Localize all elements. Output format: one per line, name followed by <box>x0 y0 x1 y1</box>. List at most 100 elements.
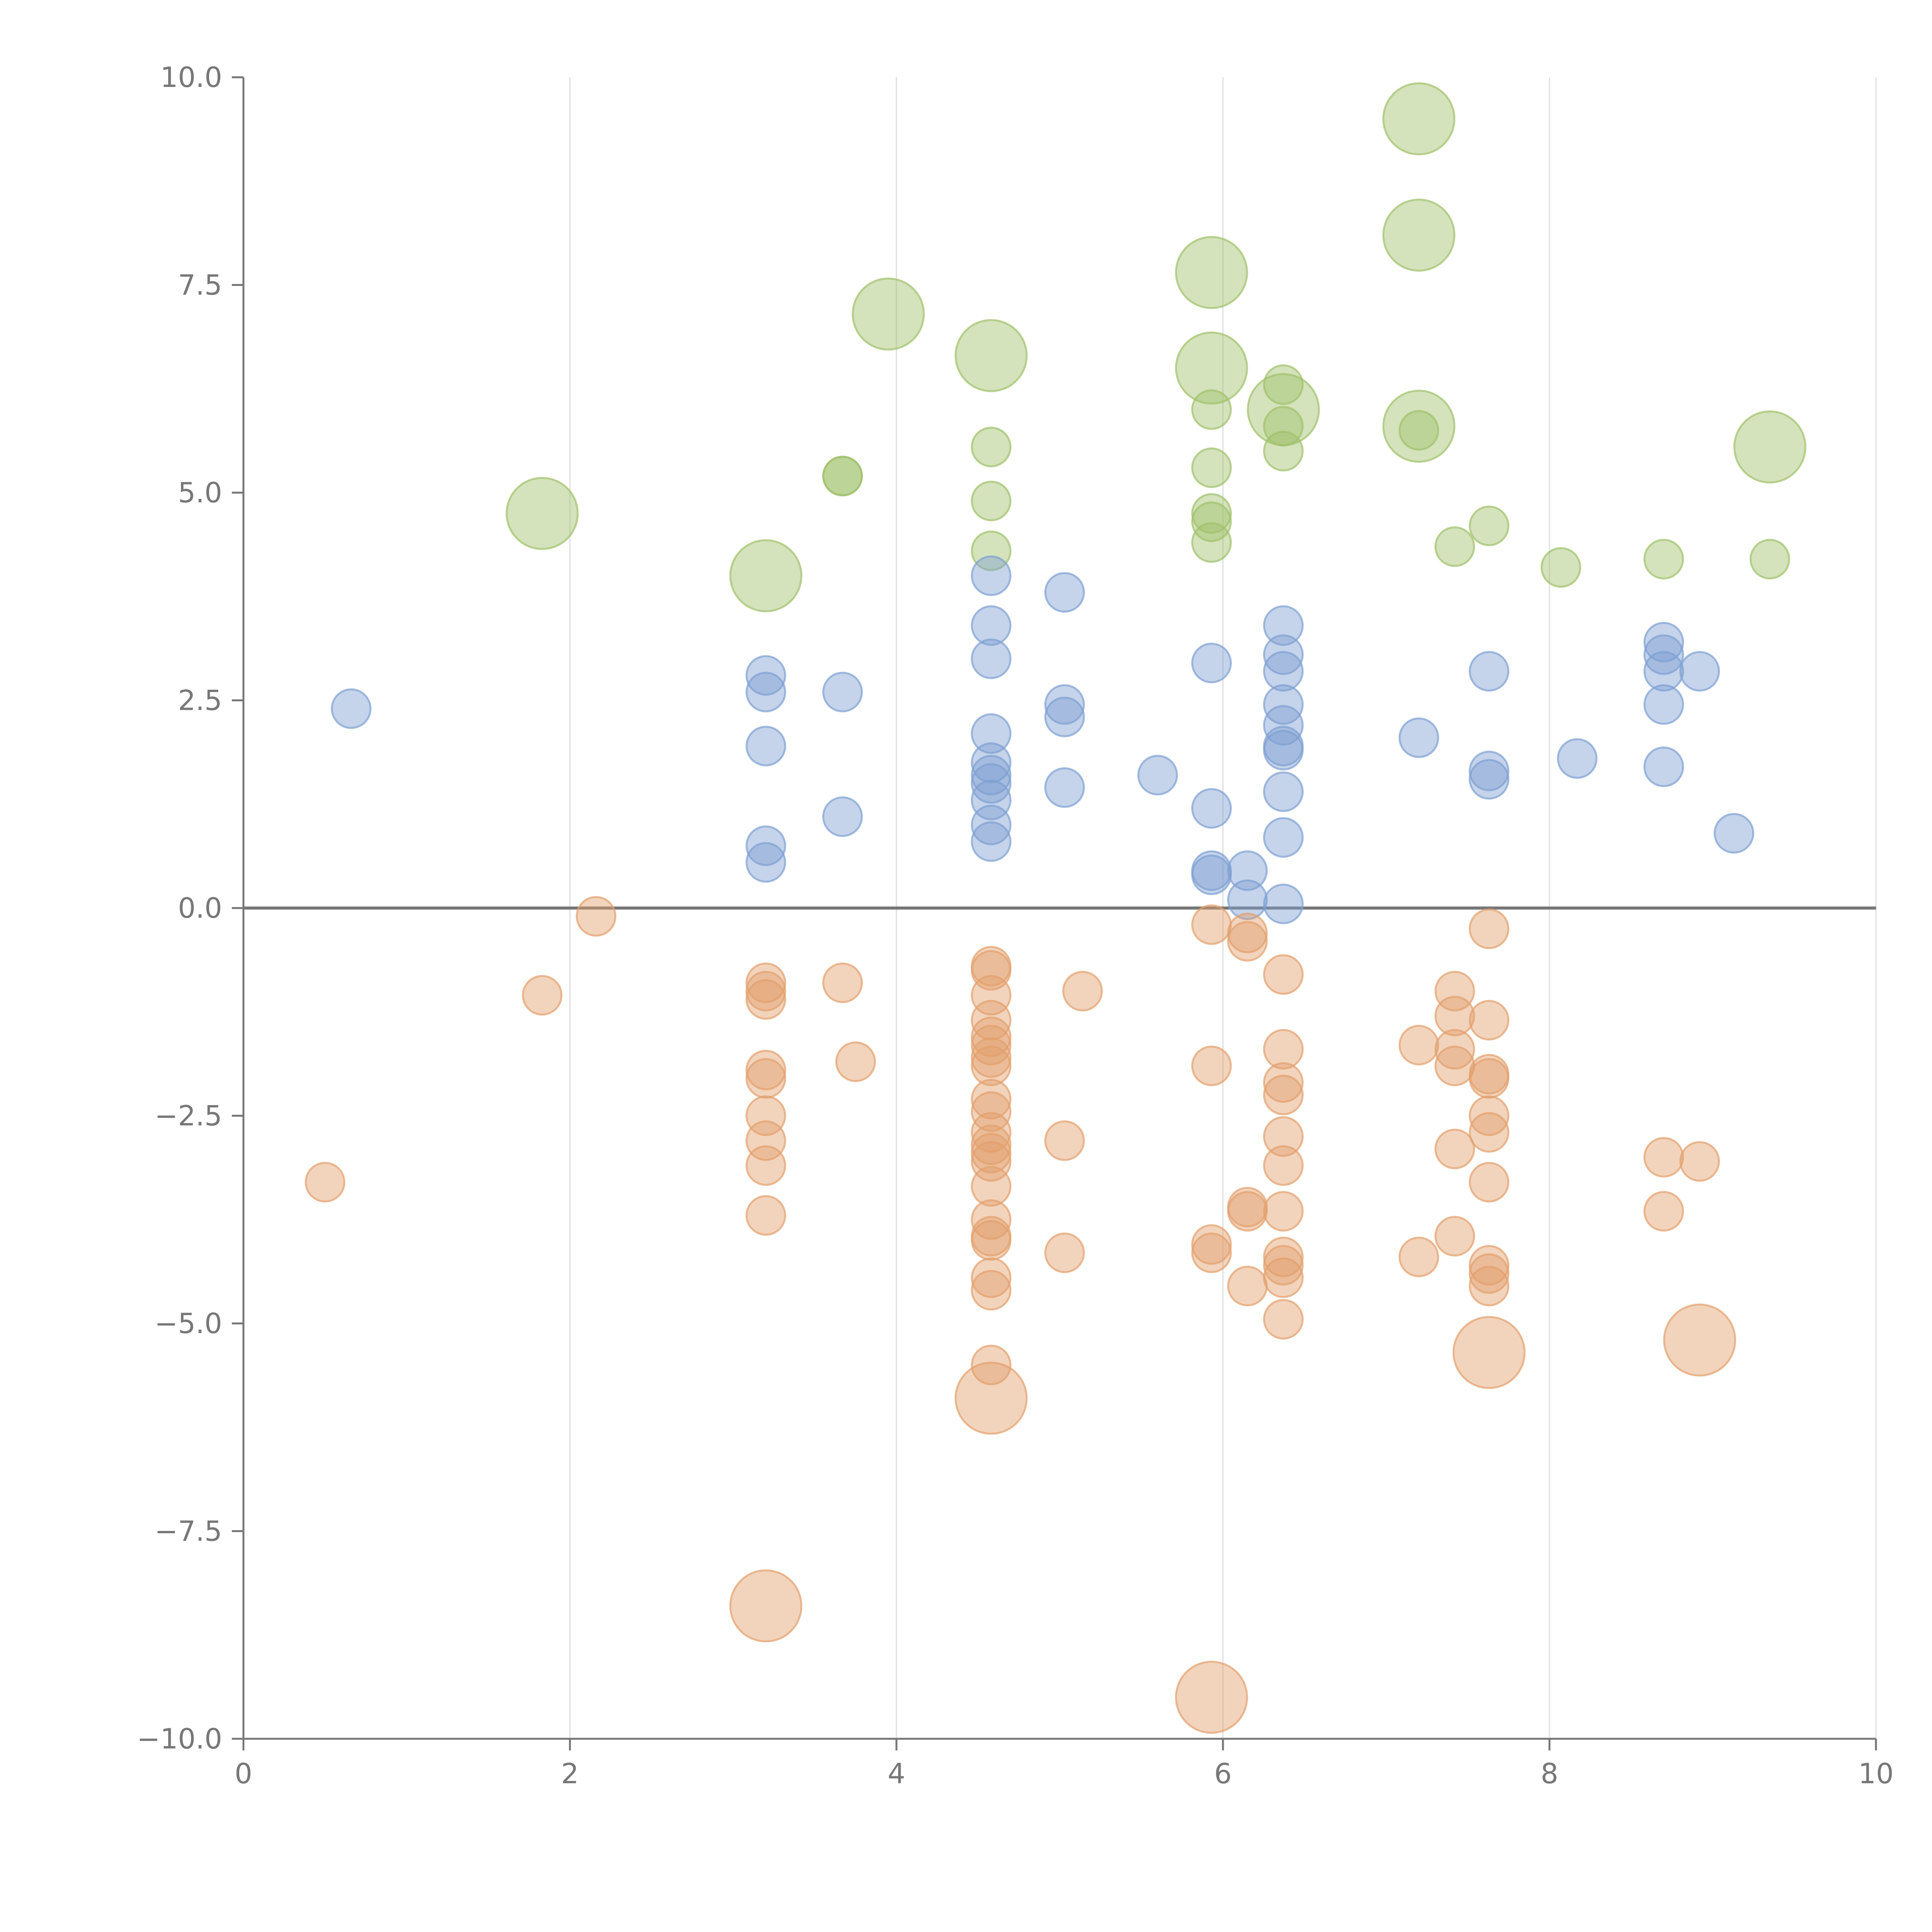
data-point <box>971 1199 1012 1240</box>
data-point <box>745 979 786 1020</box>
data-point <box>822 672 863 713</box>
data-point <box>1434 526 1475 567</box>
data-point <box>1191 643 1232 684</box>
data-point <box>1434 1216 1475 1257</box>
data-point <box>1227 921 1268 962</box>
data-point <box>971 1079 1012 1119</box>
data-point <box>971 1124 1012 1165</box>
data-point <box>745 1095 786 1136</box>
data-point <box>1263 1245 1304 1286</box>
y-tick-label: 0.0 <box>178 892 222 924</box>
data-point <box>1191 1224 1232 1265</box>
data-point <box>1263 730 1304 770</box>
data-point <box>1434 1046 1475 1086</box>
data-point <box>1713 813 1754 854</box>
data-point <box>1469 1000 1510 1041</box>
data-point <box>1749 539 1790 580</box>
data-point <box>745 1049 786 1090</box>
data-point <box>729 1569 803 1643</box>
x-tick-label: 2 <box>561 1757 579 1790</box>
data-point <box>971 1345 1012 1385</box>
y-tick-label: −10.0 <box>137 1723 222 1755</box>
x-tick-label: 10 <box>1858 1757 1894 1790</box>
data-point <box>1469 651 1510 692</box>
data-point <box>1452 1316 1526 1389</box>
y-tick-label: 5.0 <box>178 476 222 509</box>
data-point <box>835 1041 876 1082</box>
data-point <box>1191 788 1232 829</box>
data-point <box>1643 622 1684 663</box>
data-point <box>1643 1137 1684 1178</box>
data-point <box>1469 1253 1510 1294</box>
data-point <box>1263 1257 1304 1298</box>
bubble-series <box>505 82 1806 612</box>
data-point <box>1191 493 1232 534</box>
x-tick-label: 4 <box>888 1757 905 1790</box>
data-point <box>1044 1232 1085 1273</box>
data-point <box>1044 684 1085 725</box>
data-point <box>1263 883 1304 924</box>
data-point <box>1191 904 1232 945</box>
data-point <box>1062 971 1103 1012</box>
axis-layer: 0 2 4 6 8 10 10.0 7.5 5.0 2.5 0.0 −2.5 −5.0 −7.5 −10.0 <box>137 61 1893 1790</box>
data-point <box>505 477 579 550</box>
y-tick-label: −2.5 <box>155 1100 222 1132</box>
data-point <box>822 456 863 497</box>
data-point <box>1643 1191 1684 1232</box>
data-point <box>971 804 1012 845</box>
data-point <box>1469 908 1510 949</box>
data-point <box>971 975 1012 1016</box>
data-point <box>331 688 372 729</box>
data-point <box>1263 651 1304 692</box>
y-tick-label: 10.0 <box>160 61 222 94</box>
data-point <box>1044 572 1085 613</box>
data-point <box>1398 1236 1439 1277</box>
data-point <box>1643 651 1684 692</box>
data-point <box>1434 1029 1475 1070</box>
data-point <box>745 726 786 767</box>
data-point <box>971 1270 1012 1311</box>
y-tick-label: 7.5 <box>178 269 222 301</box>
data-point <box>1263 954 1304 995</box>
data-point <box>1263 1062 1304 1103</box>
data-point <box>1643 747 1684 787</box>
data-point <box>745 1195 786 1236</box>
data-point <box>1175 236 1248 309</box>
data-point <box>1044 697 1085 737</box>
data-point <box>1469 1058 1510 1099</box>
data-point <box>1191 1232 1232 1273</box>
data-point <box>576 896 617 937</box>
data-point <box>745 825 786 866</box>
data-point <box>1263 684 1304 725</box>
data-point <box>954 319 1028 392</box>
x-tick-label: 6 <box>1214 1757 1232 1790</box>
data-point <box>971 821 1012 862</box>
data-point <box>1263 1029 1304 1070</box>
x-tick-label: 8 <box>1541 1757 1558 1790</box>
data-point <box>971 1141 1012 1182</box>
data-point <box>971 1016 1012 1057</box>
data-point <box>1434 971 1475 1012</box>
data-point <box>1263 1145 1304 1186</box>
data-point <box>971 763 1012 804</box>
data-point <box>1263 1299 1304 1340</box>
y-tick-label: 2.5 <box>178 684 222 717</box>
data-point <box>1191 389 1232 430</box>
data-point <box>1469 1095 1510 1136</box>
data-point <box>971 1000 1012 1041</box>
data-point <box>1469 1112 1510 1153</box>
data-point <box>1191 522 1232 563</box>
data-point <box>1227 913 1268 953</box>
data-point <box>745 1120 786 1161</box>
data-point <box>1643 684 1684 725</box>
data-point <box>1469 1162 1510 1202</box>
data-point <box>1263 1236 1304 1277</box>
data-point <box>971 1046 1012 1086</box>
data-point <box>1382 389 1456 463</box>
data-point <box>971 780 1012 820</box>
data-point <box>522 975 563 1016</box>
bubble-series <box>304 896 1736 1734</box>
data-point <box>1191 1046 1232 1086</box>
data-point <box>729 539 803 612</box>
